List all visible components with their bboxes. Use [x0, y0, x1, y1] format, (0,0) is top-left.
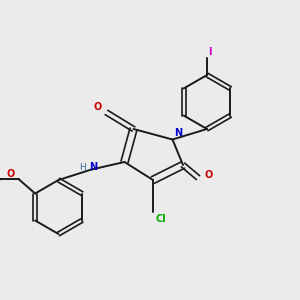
Text: H: H: [79, 163, 86, 172]
Text: O: O: [204, 170, 213, 180]
Text: O: O: [6, 169, 14, 179]
Text: Cl: Cl: [155, 214, 166, 224]
Text: N: N: [89, 162, 97, 172]
Text: N: N: [174, 128, 183, 138]
Text: I: I: [208, 47, 212, 57]
Text: O: O: [94, 102, 102, 112]
